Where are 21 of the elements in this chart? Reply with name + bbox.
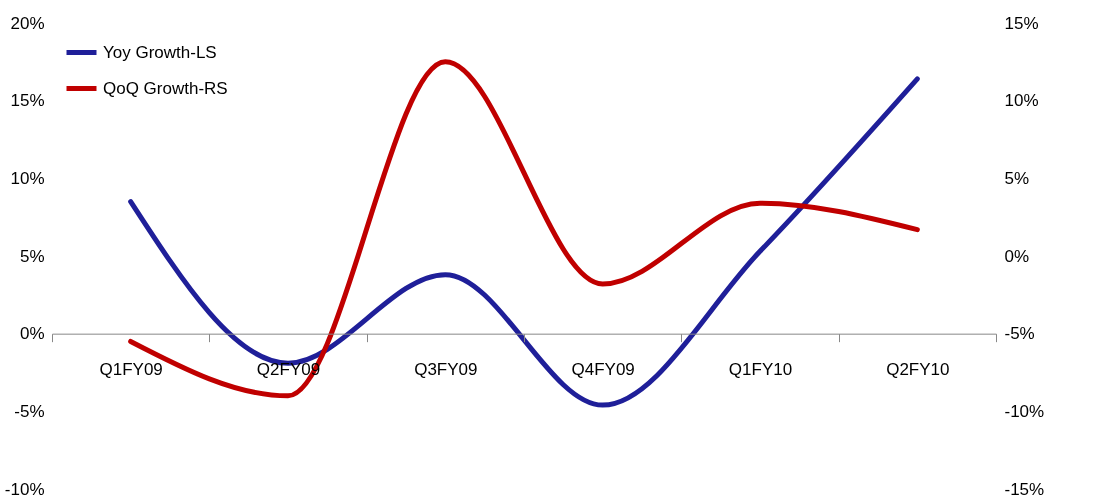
- y2-tick-label: 10%: [1004, 91, 1039, 111]
- x-tick-label: Q3FY09: [414, 360, 478, 380]
- y2-tick-label: -10%: [1004, 401, 1045, 421]
- y-tick-label: -10%: [4, 479, 45, 498]
- y2-tick-label: 0%: [1004, 246, 1030, 266]
- x-tick-label: Q4FY09: [571, 360, 635, 380]
- y-tick-label: 10%: [10, 168, 45, 188]
- x-tick-label: Q1FY09: [99, 360, 163, 380]
- y-tick-label: -5%: [14, 401, 45, 421]
- y-tick-label: 20%: [10, 13, 45, 33]
- x-tick-label: Q1FY10: [728, 360, 793, 380]
- y2-tick-label: 15%: [1004, 13, 1039, 33]
- y-tick-label: 0%: [19, 324, 45, 344]
- y2-tick-label: -15%: [1004, 479, 1045, 498]
- legend-label: Yoy Growth-LS: [103, 42, 217, 62]
- y-tick-label: 15%: [10, 91, 45, 111]
- y2-tick-label: -5%: [1004, 324, 1035, 344]
- legend-label: QoQ Growth-RS: [103, 78, 228, 98]
- x-tick-label: Q2FY10: [886, 360, 950, 380]
- y2-tick-label: 5%: [1004, 168, 1030, 188]
- y-tick-label: 5%: [19, 246, 45, 266]
